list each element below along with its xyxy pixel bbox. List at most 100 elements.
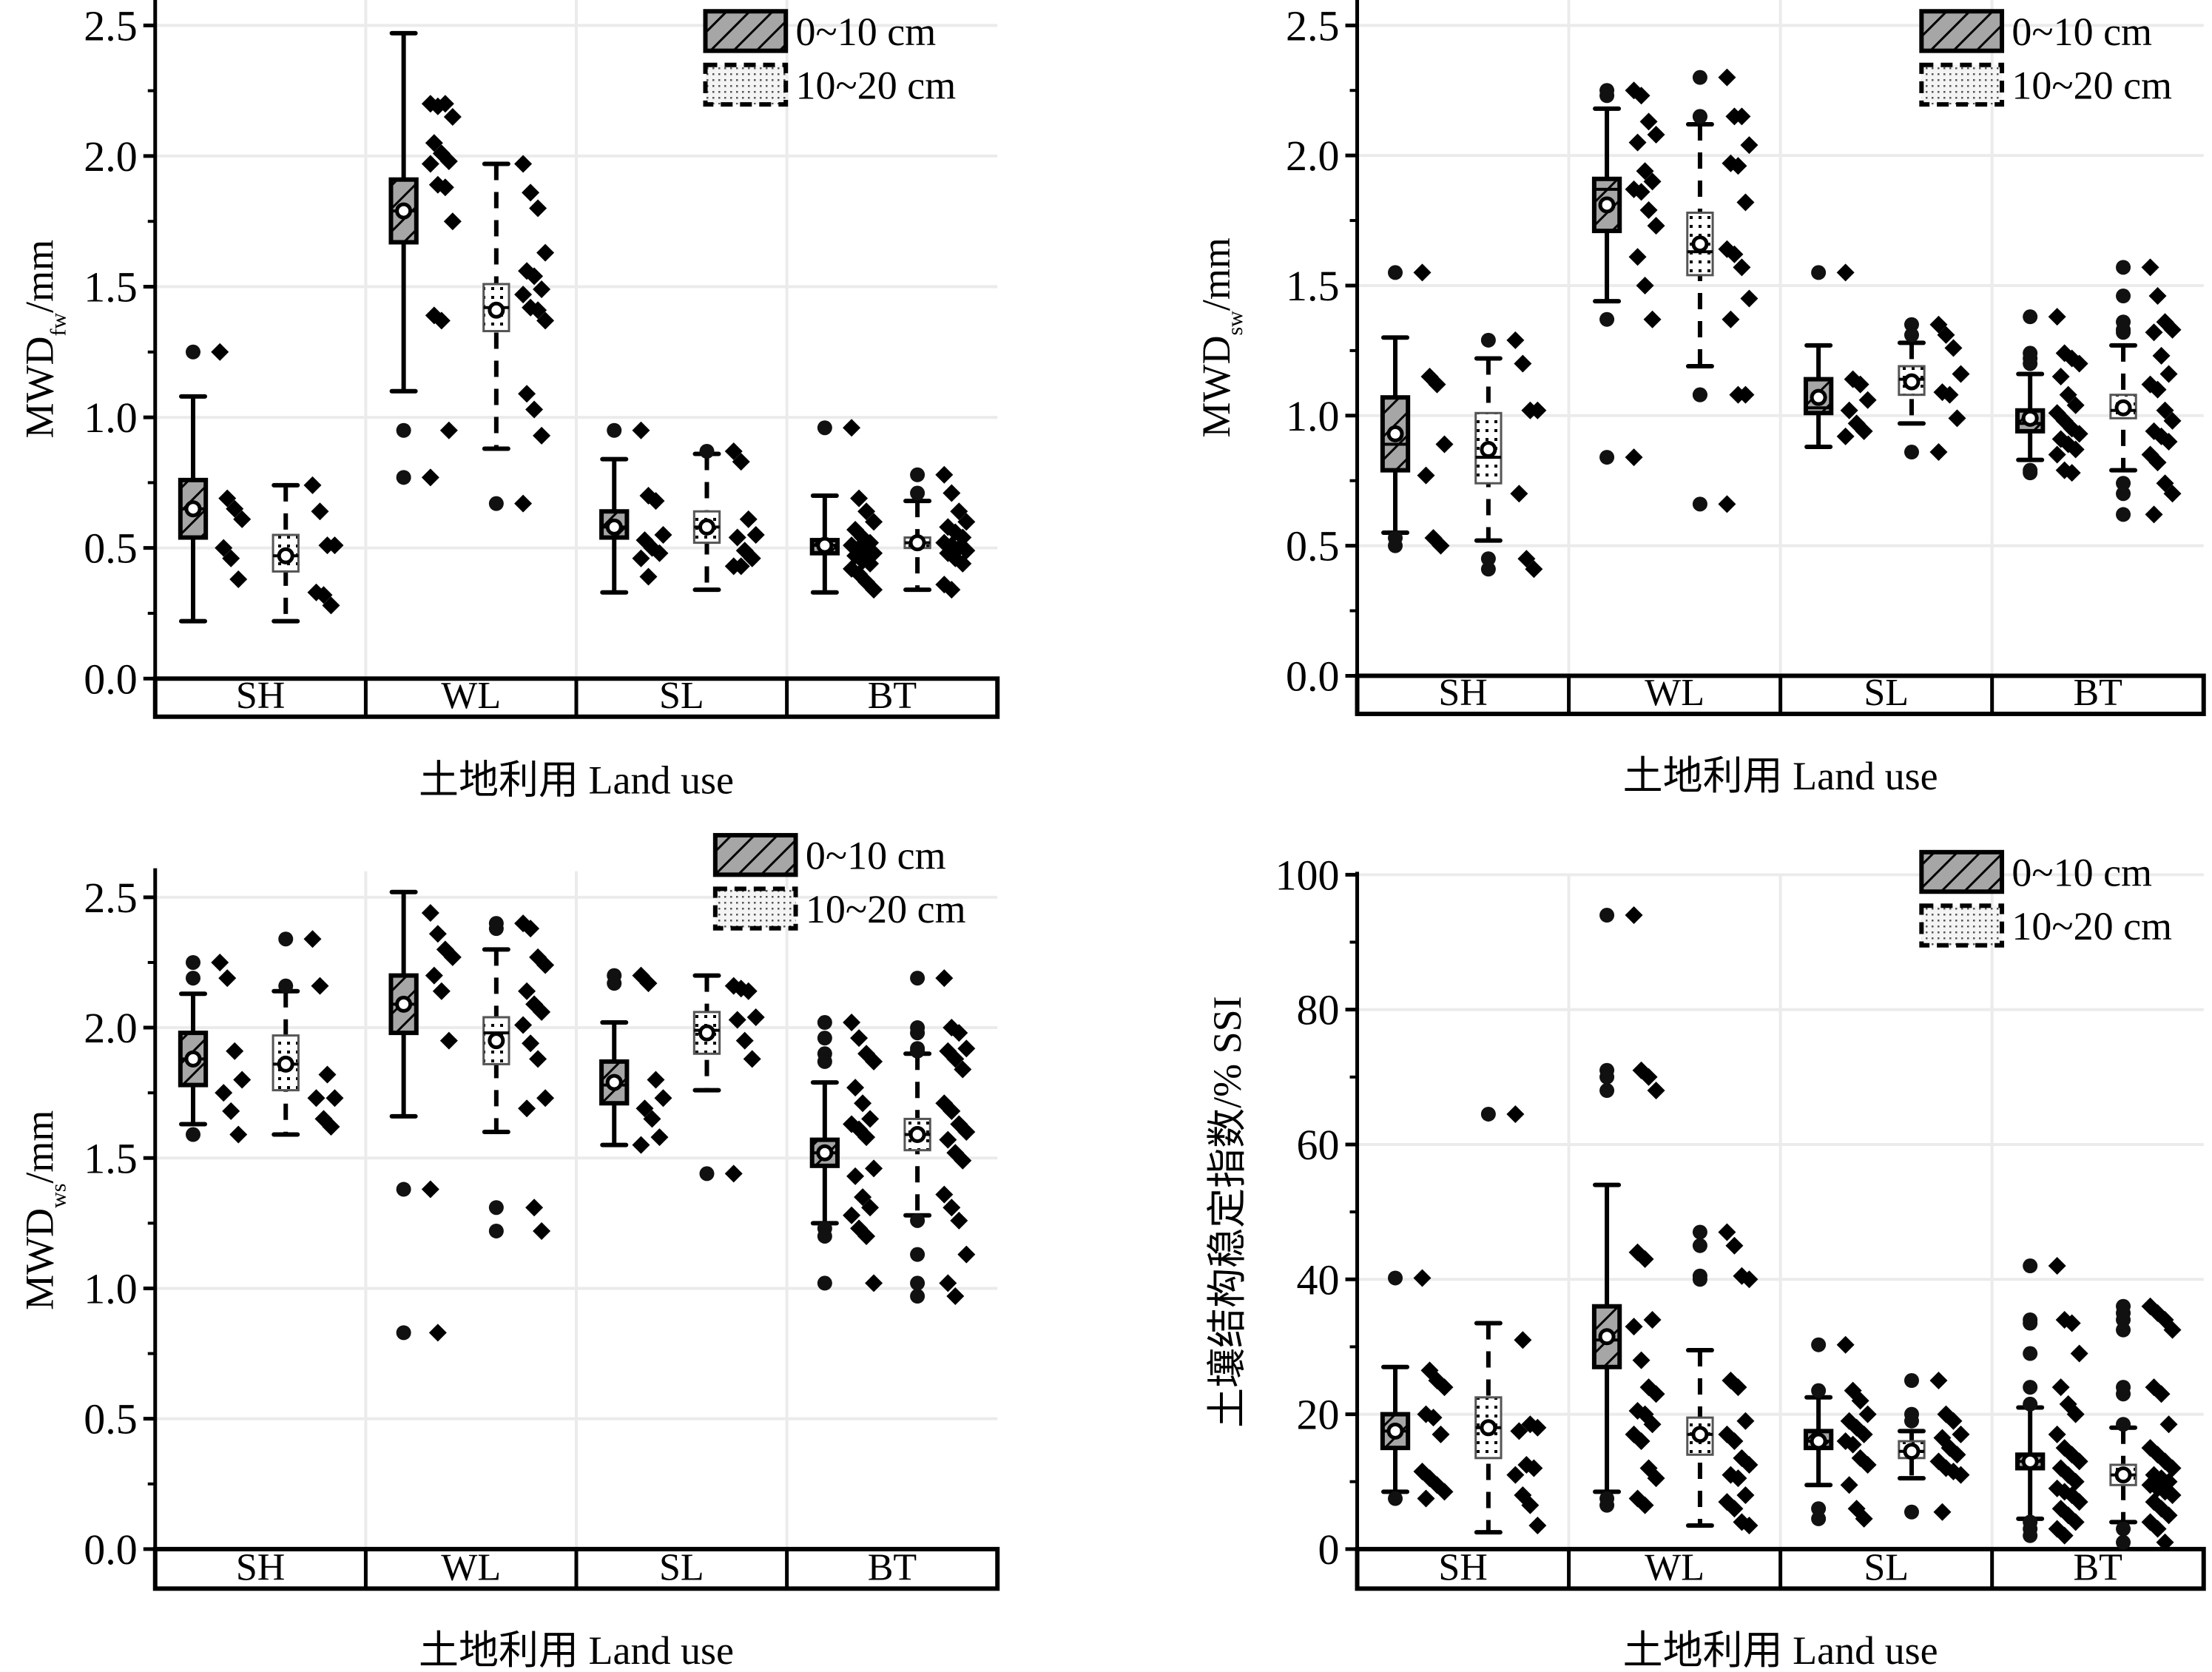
- outlier-point: [1388, 265, 1403, 280]
- category-label-bt: BT: [2073, 1546, 2122, 1588]
- y-tick-label: 60: [1297, 1121, 1340, 1169]
- data-point: [2051, 1378, 2070, 1397]
- data-point: [1625, 448, 1643, 467]
- y-axis-title-main: MWD: [17, 1208, 61, 1310]
- data-point: [1855, 1509, 1873, 1528]
- outlier-point: [1811, 265, 1827, 280]
- data-point: [1514, 354, 1532, 373]
- data-point: [1948, 1446, 1966, 1464]
- legend-swatch-0-10cm: [1919, 9, 2005, 53]
- data-point: [1517, 550, 1536, 568]
- data-point: [525, 267, 544, 286]
- data-point: [865, 513, 883, 531]
- data-point: [1510, 1422, 1528, 1440]
- data-point: [1432, 536, 1450, 555]
- data-point: [443, 107, 462, 126]
- y-tick-label: 0.0: [1286, 652, 1340, 700]
- data-point: [1722, 310, 1740, 328]
- data-point: [1736, 193, 1755, 212]
- data-point: [2163, 320, 2182, 339]
- outlier-point: [186, 1127, 201, 1142]
- y-axis-title: 土壤结构稳定指数/% SSI: [1205, 996, 1250, 1428]
- data-point: [943, 484, 961, 502]
- box-10-20-cm-wl: [482, 914, 555, 1240]
- data-point: [436, 178, 454, 197]
- data-point: [950, 502, 968, 521]
- data-point: [514, 1016, 533, 1034]
- outlier-point: [1480, 1106, 1496, 1122]
- data-point: [1636, 162, 1654, 181]
- data-point: [439, 421, 458, 439]
- outlier-point: [699, 1166, 715, 1181]
- mean-marker: [488, 1032, 505, 1050]
- data-point: [1733, 258, 1751, 277]
- data-point: [211, 343, 229, 361]
- box-10-20-cm-bt: [2109, 1297, 2182, 1551]
- legend-swatch-10-20cm: [1919, 903, 2005, 948]
- data-point: [1836, 1335, 1855, 1354]
- data-point: [2159, 365, 2178, 383]
- data-point: [536, 311, 555, 330]
- data-point: [1929, 1371, 1948, 1389]
- category-label-sh: SH: [1438, 1546, 1487, 1588]
- data-point: [2048, 1425, 2066, 1443]
- data-point: [1647, 126, 1665, 144]
- data-point: [314, 586, 333, 604]
- data-point: [2070, 1344, 2088, 1363]
- mean-marker: [2021, 409, 2039, 427]
- box-0-10-cm-bt: [2015, 1257, 2088, 1545]
- data-point: [1521, 1496, 1540, 1514]
- y-axis-title-subscript: ws: [46, 1184, 70, 1208]
- outlier-point: [2023, 1396, 2038, 1412]
- data-point: [1632, 183, 1650, 201]
- mean-marker: [184, 500, 202, 518]
- y-axis-title: MWDfw/mm: [17, 240, 70, 439]
- mean-marker: [2114, 1466, 2132, 1484]
- data-point: [2148, 454, 2167, 472]
- mean-marker: [1386, 1422, 1404, 1440]
- data-point: [854, 1094, 872, 1113]
- data-point: [2070, 354, 2088, 373]
- mean-marker: [1480, 1419, 1497, 1437]
- outlier-point: [2023, 1528, 2038, 1543]
- data-point: [2159, 432, 2178, 451]
- data-point: [957, 1245, 976, 1264]
- data-point: [935, 969, 954, 988]
- data-point: [1740, 1270, 1759, 1289]
- data-point: [746, 526, 765, 545]
- box-10-20-cm-bt: [903, 969, 976, 1306]
- category-label-sl: SL: [659, 675, 704, 717]
- outlier-point: [2023, 465, 2038, 481]
- box-0-10-cm-sh: [1380, 1269, 1454, 1508]
- legend-label: 10~20 cm: [2012, 63, 2172, 107]
- data-point: [939, 1130, 957, 1149]
- category-label-wl: WL: [1645, 672, 1704, 714]
- y-tick-label: 2.0: [1286, 132, 1340, 180]
- outlier-point: [488, 921, 504, 937]
- outlier-point: [1692, 70, 1707, 85]
- y-tick-label: 0: [1318, 1526, 1340, 1574]
- data-point: [1858, 1455, 1877, 1474]
- mean-marker: [2114, 399, 2132, 417]
- outlier-point: [910, 1025, 925, 1041]
- legend-swatch-0-10cm: [712, 832, 798, 877]
- data-point: [724, 442, 743, 461]
- outlier-point: [910, 1043, 925, 1059]
- data-point: [650, 1128, 669, 1147]
- data-point: [432, 982, 451, 1000]
- outlier-point: [2023, 309, 2038, 325]
- data-point: [2048, 1257, 2066, 1275]
- outlier-point: [1904, 327, 1919, 343]
- box-0-10-cm-bt: [809, 419, 883, 599]
- data-point: [311, 502, 329, 521]
- outlier-point: [2116, 1322, 2131, 1338]
- data-point: [1851, 1392, 1869, 1410]
- data-point: [632, 1136, 650, 1154]
- y-tick-label: 0.0: [84, 1526, 138, 1574]
- data-point: [1639, 112, 1658, 131]
- data-point: [1718, 68, 1736, 87]
- box-0-10-cm-sh: [178, 343, 252, 624]
- data-point: [536, 1089, 555, 1108]
- mean-marker: [2021, 1452, 2039, 1470]
- data-point: [2159, 1506, 2178, 1525]
